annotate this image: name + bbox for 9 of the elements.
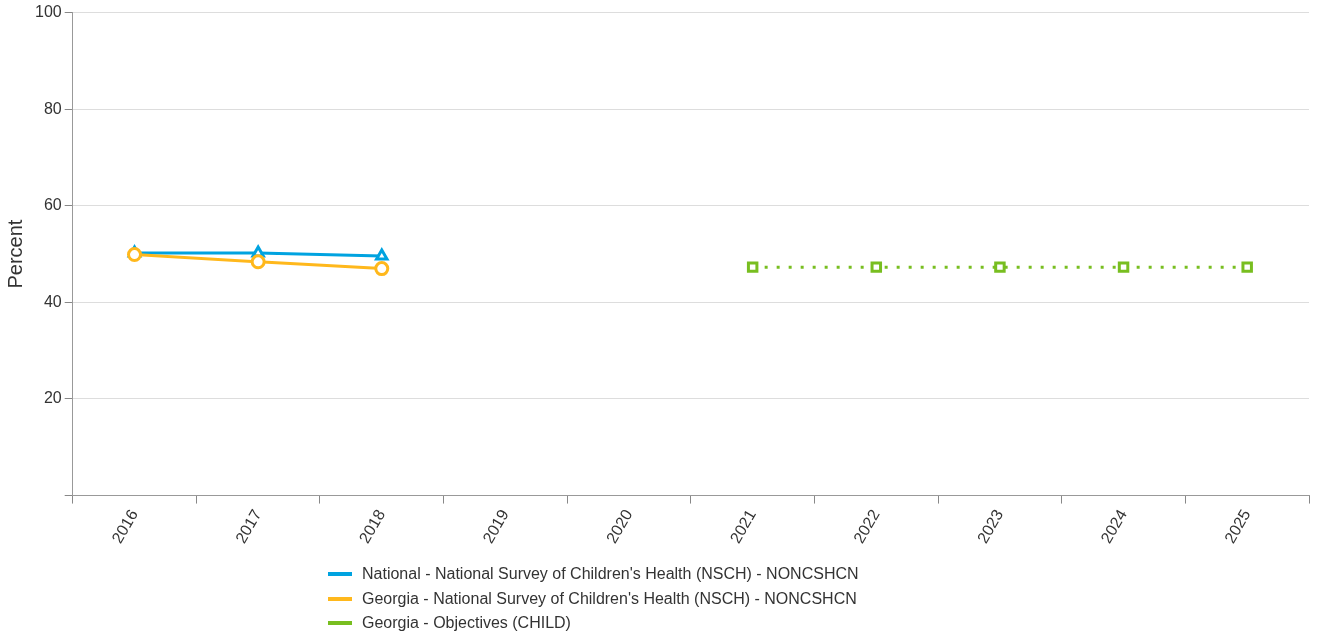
legend-label: Georgia - National Survey of Children's Health (NSCH) - NONCSHCN [362, 589, 857, 608]
y-tick-label: 40 [43, 292, 62, 310]
y-tick-label: 60 [43, 196, 62, 214]
y-axis-title: Percent [3, 219, 26, 289]
legend-label: National - National Survey of Children's Health (NSCH) - NONCSHCN [362, 565, 859, 584]
y-tick-label: 20 [43, 389, 62, 407]
y-tick-label: 80 [43, 99, 62, 117]
y-tick-label: 100 [34, 3, 62, 21]
legend-label: Georgia - Objectives (CHILD) [362, 614, 571, 633]
